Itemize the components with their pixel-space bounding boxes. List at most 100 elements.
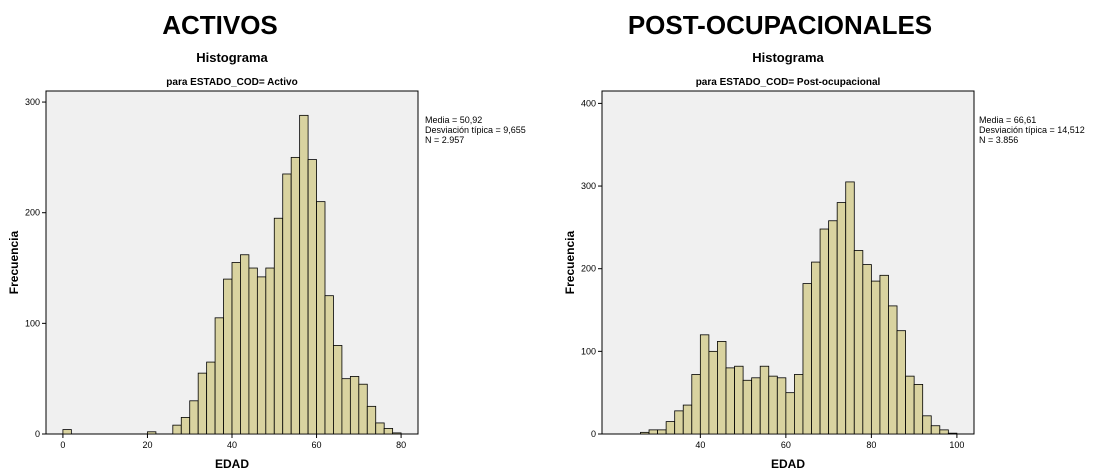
- histogram-bar: [734, 365, 744, 435]
- x-tick-label: 60: [781, 440, 791, 450]
- histogram-bar: [657, 429, 667, 435]
- histogram-bar: [708, 350, 718, 435]
- x-tick-label: 40: [695, 440, 705, 450]
- histogram-bar: [214, 317, 224, 435]
- histogram-bar: [282, 173, 292, 435]
- y-tick-label: 200: [25, 208, 40, 218]
- x-tick-label: 20: [142, 440, 152, 450]
- histogram-bar: [206, 361, 216, 435]
- histogram-bar: [648, 429, 658, 435]
- histogram-bar: [947, 432, 958, 435]
- histogram-bar: [383, 428, 394, 435]
- histogram-bar: [358, 383, 368, 435]
- histogram-bar: [888, 305, 898, 435]
- stats-box: Media = 66,61 Desviación típica = 14,512…: [979, 115, 1085, 145]
- panel-heading: POST-OCUPACIONALES: [627, 10, 933, 40]
- histogram-bar: [785, 392, 795, 435]
- histogram-bar: [392, 432, 402, 435]
- chart-subtitle: para ESTADO_COD= Post-ocupacional: [696, 77, 881, 88]
- histogram-bar: [682, 404, 693, 435]
- histogram-bar: [717, 341, 727, 435]
- x-tick-label: 80: [866, 440, 876, 450]
- histogram-bar: [349, 376, 360, 435]
- histogram-bar: [299, 114, 309, 435]
- histogram-bar: [751, 377, 761, 435]
- histogram-bar: [307, 159, 317, 435]
- histogram-bar: [640, 431, 650, 435]
- histogram-bar: [811, 261, 821, 435]
- y-tick-label: 400: [581, 98, 596, 108]
- histogram-bar: [674, 410, 684, 435]
- histogram-bar: [256, 276, 267, 435]
- x-tick-label: 80: [396, 440, 406, 450]
- chart-title: Histograma: [196, 50, 268, 65]
- histogram-bar: [905, 375, 915, 435]
- y-tick-label: 300: [581, 181, 596, 191]
- histogram-panel-post-ocupacionales: POST-OCUPACIONALES Histograma para ESTADO…: [550, 0, 1095, 472]
- histogram-bar: [742, 379, 753, 435]
- y-tick-label: 300: [25, 97, 40, 107]
- y-axis-label: Frecuencia: [563, 230, 577, 294]
- y-tick-label: 0: [591, 429, 596, 439]
- histogram-bar: [819, 228, 830, 435]
- histogram-bar: [939, 429, 949, 435]
- stat-mean: Media = 50,92: [425, 115, 483, 125]
- x-axis-label: EDAD: [215, 457, 249, 471]
- histogram-bar: [240, 254, 250, 435]
- histogram-panel-activos: ACTIVOS Histograma para ESTADO_COD= Activ…: [0, 0, 545, 472]
- panel-heading: ACTIVOS: [162, 10, 278, 40]
- x-axis-label: EDAD: [771, 457, 805, 471]
- histogram-bar: [691, 374, 701, 435]
- histogram-bar: [375, 422, 385, 435]
- histogram-bar: [930, 425, 941, 435]
- histogram-bar: [231, 262, 241, 435]
- histogram-bar: [802, 283, 812, 435]
- stat-sd: Desviación típica = 9,655: [425, 125, 526, 135]
- y-tick-label: 200: [581, 264, 596, 274]
- x-tick-label: 40: [227, 440, 237, 450]
- histogram-bar: [836, 202, 847, 435]
- histogram-bar: [333, 345, 343, 435]
- histogram-bar: [870, 280, 881, 435]
- histogram-bar: [324, 295, 334, 435]
- histogram-bar: [147, 431, 157, 435]
- histogram-bar: [845, 181, 855, 435]
- x-tick-label: 0: [60, 440, 65, 450]
- stat-n: N = 2.957: [425, 135, 465, 145]
- histogram-bar: [913, 384, 924, 435]
- plot-area: [601, 90, 975, 435]
- histogram-bar: [862, 264, 872, 435]
- histogram-bar: [62, 429, 72, 435]
- histogram-bar: [316, 201, 326, 435]
- histogram-bar: [172, 424, 182, 435]
- chart-subtitle: para ESTADO_COD= Activo: [166, 77, 297, 88]
- histogram-bar: [273, 217, 284, 435]
- histogram-bar: [366, 405, 377, 435]
- chart-title: Histograma: [752, 50, 824, 65]
- y-tick-label: 0: [35, 429, 40, 439]
- histogram-bar: [879, 274, 889, 435]
- histogram-bar: [189, 400, 199, 435]
- y-tick-label: 100: [581, 346, 596, 356]
- histogram-bar: [922, 415, 932, 435]
- histogram-bar: [776, 377, 787, 435]
- stats-box: Media = 50,92 Desviación típica = 9,655 …: [425, 115, 526, 145]
- y-tick-label: 100: [25, 318, 40, 328]
- stat-mean: Media = 66,61: [979, 115, 1037, 125]
- histogram-bar: [223, 278, 233, 435]
- histogram-bar: [794, 374, 804, 435]
- y-axis-label: Frecuencia: [7, 230, 21, 294]
- histogram-bar: [290, 156, 301, 435]
- x-tick-label: 100: [949, 440, 964, 450]
- histogram-bar: [725, 367, 735, 435]
- x-tick-label: 60: [312, 440, 322, 450]
- histogram-bar: [197, 372, 208, 435]
- histogram-bar: [768, 375, 778, 435]
- histogram-bar: [759, 365, 770, 435]
- histogram-bar: [896, 330, 906, 435]
- histogram-bar: [665, 421, 676, 435]
- histogram-bar: [341, 378, 351, 435]
- histogram-bar: [265, 267, 275, 435]
- histogram-chart-post-ocupacionales: Histograma para ESTADO_COD= Post-ocupacio…: [563, 50, 975, 471]
